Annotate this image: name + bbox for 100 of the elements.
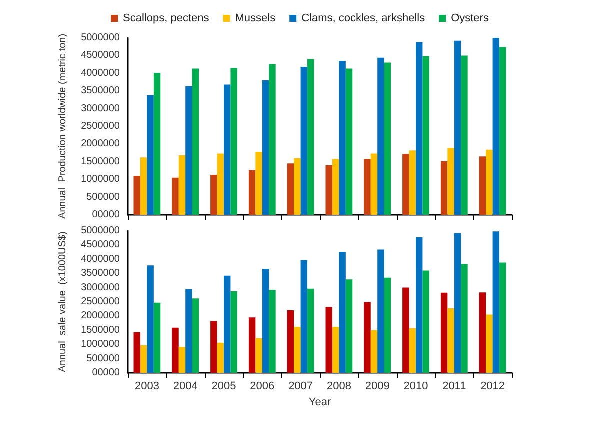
bar [448, 148, 454, 215]
bar [422, 56, 430, 215]
bar [248, 318, 256, 373]
bar [178, 347, 186, 373]
bar [339, 252, 346, 373]
y-tick-label: 5000000 [81, 226, 120, 236]
bar [479, 156, 486, 215]
x-tick-label: 2003 [134, 380, 160, 392]
x-tick-label: 2009 [365, 380, 390, 392]
bar [217, 154, 224, 215]
bar [409, 328, 416, 373]
bar [224, 84, 231, 215]
bar [440, 292, 448, 373]
bar [269, 64, 276, 215]
bar [364, 302, 371, 373]
y-tick-label: 500000 [86, 353, 120, 364]
bar [308, 59, 314, 215]
bar [346, 68, 353, 215]
x-tick-label: 2004 [173, 380, 198, 392]
x-tick-label: 2005 [212, 380, 236, 392]
y-tick-label: 4000000 [81, 254, 120, 265]
bar [384, 62, 392, 215]
bar [364, 159, 371, 215]
bar [416, 42, 423, 215]
y-tick-label: 5000000 [81, 32, 120, 44]
bar [140, 345, 148, 373]
bar [402, 288, 410, 373]
bar [384, 278, 392, 373]
bar [300, 260, 308, 373]
x-tick-label: 2011 [442, 380, 466, 392]
bar [256, 338, 262, 373]
legend-label: Mussels [235, 12, 276, 24]
y-tick-label: 3000000 [81, 103, 120, 114]
bar [461, 264, 468, 373]
bar [147, 266, 154, 373]
y-tick-label: 00000 [92, 368, 120, 378]
bar [172, 328, 179, 373]
bar [248, 170, 256, 215]
bar [186, 289, 192, 373]
x-tick-label: 2007 [288, 380, 314, 392]
bar [210, 175, 218, 215]
bar [287, 310, 294, 373]
bar [262, 80, 270, 215]
x-tick-label: 2010 [404, 380, 428, 392]
y-tick-label: 1000000 [81, 174, 120, 186]
bar [178, 156, 186, 215]
y-tick-label: 00000 [92, 210, 120, 220]
y-tick-label: 2000000 [81, 138, 120, 150]
bar [147, 95, 154, 215]
y-tick-label: 1500000 [81, 156, 120, 168]
bar [332, 326, 340, 373]
bar [294, 158, 301, 215]
bar [339, 61, 346, 215]
bar [230, 291, 238, 373]
x-tick-label: 2006 [250, 380, 275, 392]
bar [287, 164, 294, 215]
bar [217, 342, 224, 373]
legend-label: Scallops, pectens [123, 12, 210, 24]
y-tick-label: 4500000 [81, 240, 120, 251]
bar [172, 178, 179, 215]
y-tick-label: 1000000 [81, 339, 120, 350]
y-tick-label: 3500000 [81, 86, 120, 97]
bar [186, 86, 192, 215]
y-tick-label: 2000000 [81, 310, 120, 322]
bar [308, 288, 314, 373]
bar [224, 276, 231, 373]
bar [402, 154, 410, 215]
y-axis-title: Annual Production worldwide (metric ton) [58, 34, 68, 220]
bar [461, 56, 468, 215]
bar [154, 73, 161, 215]
bar [140, 158, 148, 215]
bar [500, 262, 506, 373]
x-tick-label: 2012 [480, 380, 506, 392]
y-tick-label: 2500000 [81, 296, 120, 308]
bar [486, 314, 493, 373]
bar [326, 165, 332, 215]
bar [448, 308, 454, 373]
x-tick-label: 2008 [326, 380, 352, 392]
bar [454, 233, 462, 373]
bar [346, 280, 353, 373]
bar [192, 68, 200, 215]
bar [422, 270, 430, 373]
bar [370, 154, 378, 215]
bar [332, 159, 340, 215]
bar [230, 68, 238, 215]
y-tick-label: 3000000 [81, 282, 120, 294]
bar [134, 332, 140, 373]
bar [154, 302, 161, 373]
bar [492, 38, 500, 215]
bar [134, 176, 140, 215]
bar [486, 150, 493, 215]
bar [409, 150, 416, 215]
bar [192, 298, 200, 373]
bar [378, 250, 384, 373]
bar [416, 238, 423, 373]
bar [262, 269, 270, 373]
bar [378, 58, 384, 215]
y-tick-label: 4000000 [81, 68, 120, 79]
bar [256, 152, 262, 215]
x-axis-title: Year [308, 396, 332, 408]
